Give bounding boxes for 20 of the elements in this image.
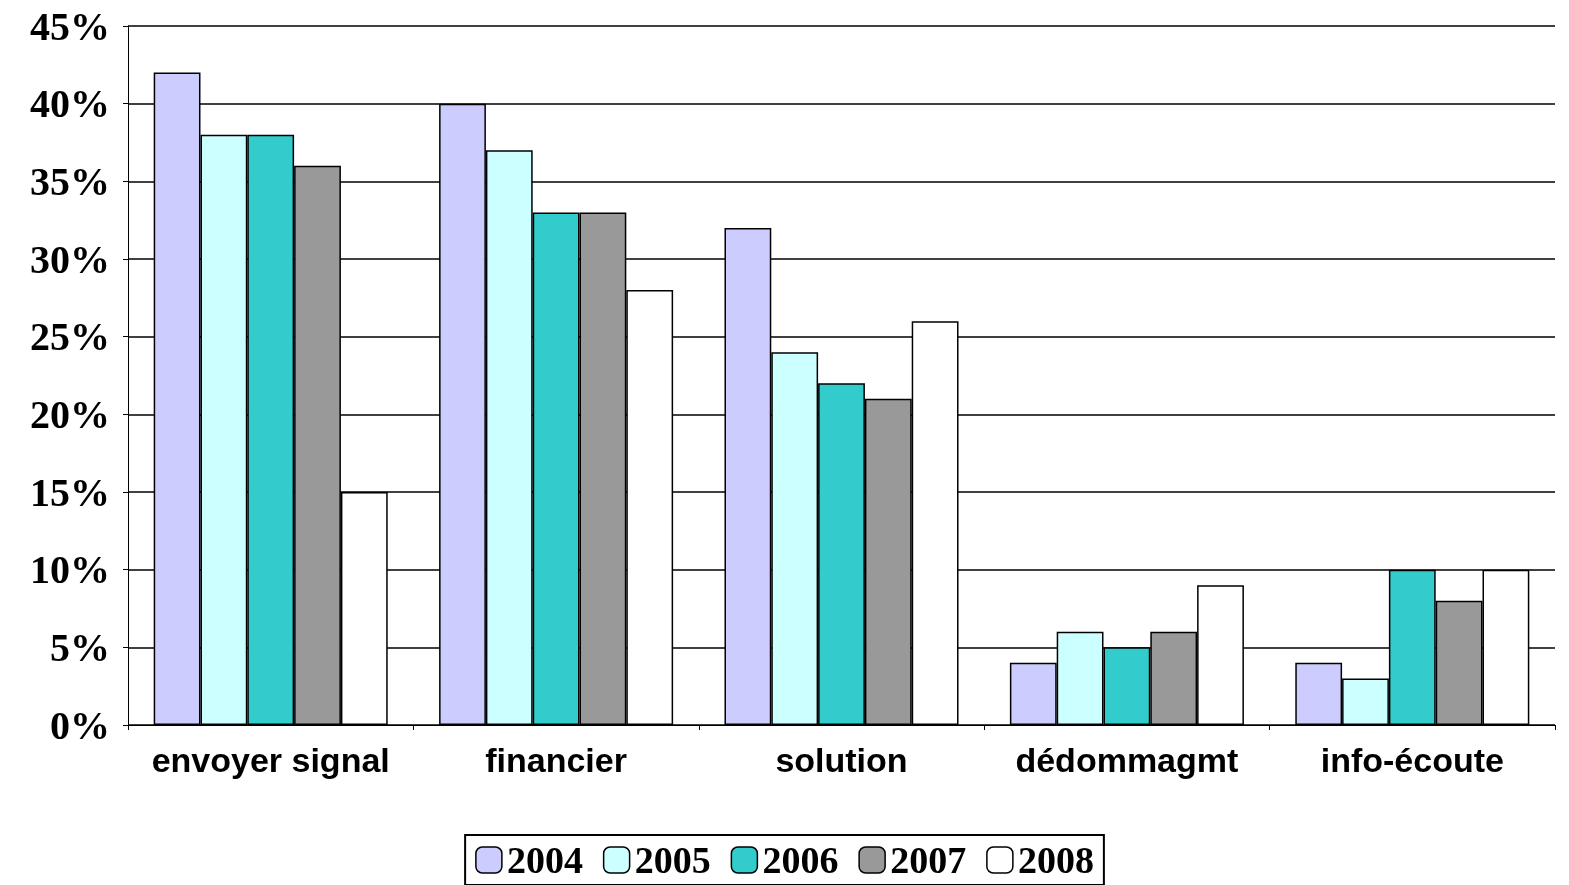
y-tick-label: 20% <box>30 391 110 437</box>
y-tick-label: 40% <box>30 81 110 127</box>
x-tick-label: financier <box>485 741 627 779</box>
legend-label: 2006 <box>762 839 839 881</box>
y-tick-label: 5% <box>50 624 110 670</box>
legend-label: 2004 <box>506 839 583 881</box>
y-tick-label: 30% <box>30 236 110 282</box>
legend-label: 2007 <box>890 839 967 881</box>
y-tick-label: 15% <box>30 469 110 515</box>
legend-label: 2005 <box>634 839 711 881</box>
x-tick-label: solution <box>775 741 908 779</box>
y-tick-label: 0% <box>50 702 110 748</box>
x-tick-label: envoyer signal <box>151 741 390 779</box>
y-tick-label: 35% <box>30 158 110 204</box>
y-tick-label: 10% <box>30 547 110 593</box>
legend-label: 2008 <box>1017 839 1094 881</box>
y-tick-label: 25% <box>30 314 110 360</box>
x-tick-label: info-écoute <box>1320 741 1504 779</box>
y-tick-label: 45% <box>30 3 110 49</box>
x-tick-label: dédommagmt <box>1015 741 1239 779</box>
